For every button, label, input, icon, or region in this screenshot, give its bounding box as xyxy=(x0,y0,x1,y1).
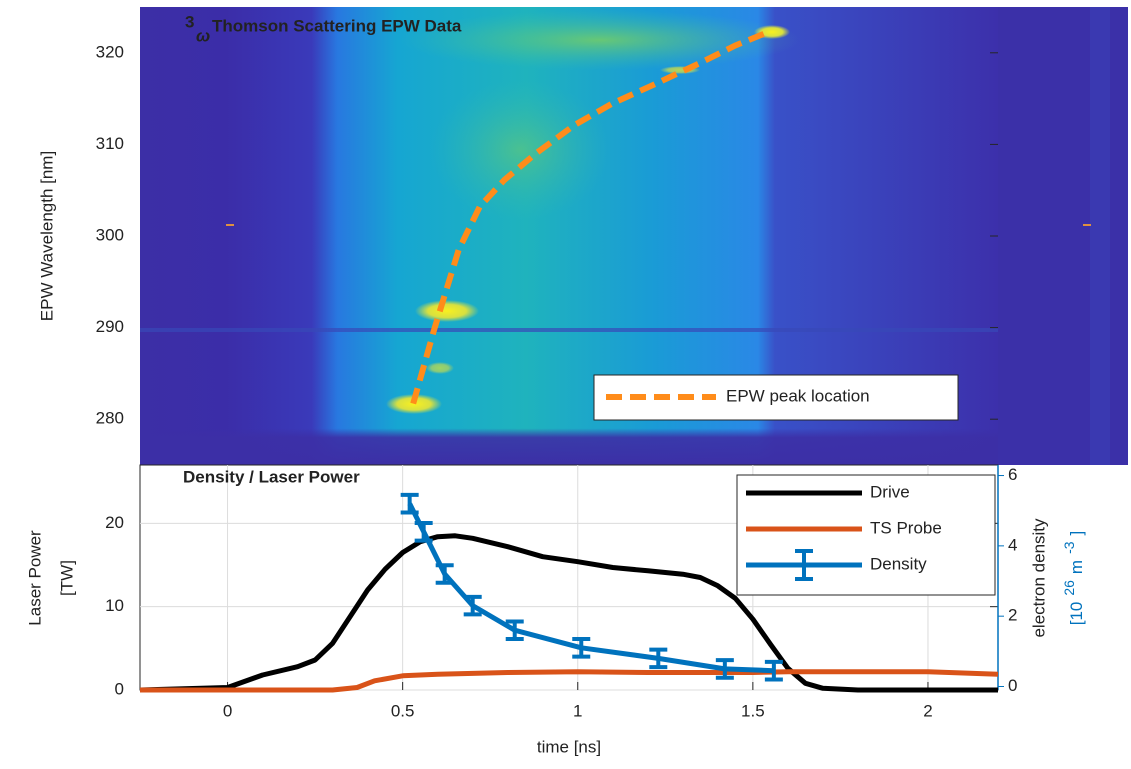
y-axis-label: EPW Wavelength [nm] xyxy=(37,151,56,321)
y2-tick-label: 4 xyxy=(1008,535,1017,554)
y2-units-part: ] xyxy=(1067,531,1086,536)
y2-tick-label: 2 xyxy=(1008,606,1017,625)
title-number: 3 xyxy=(185,12,194,31)
y-tick-label: 280 xyxy=(96,409,124,428)
x-tick-label: 1 xyxy=(573,701,582,720)
x-tick-label: 1.5 xyxy=(741,701,765,720)
chart-title: Density / Laser Power xyxy=(183,467,360,486)
legend-errorbar xyxy=(795,549,813,581)
y-axis-label: Laser Power xyxy=(25,530,44,626)
y2-units-part: [10 xyxy=(1067,602,1086,626)
y-tick-label: 290 xyxy=(96,317,124,336)
series-line xyxy=(139,533,998,693)
error-bar xyxy=(764,659,783,682)
chart-title: Thomson Scattering EPW Data xyxy=(212,16,462,35)
y-axis-label: [TW] xyxy=(57,560,76,596)
chart-layer: 280 290 300 310 320 EPW peak location 3ωThomso… xyxy=(25,12,1086,756)
y-tick-label: 0 xyxy=(115,679,124,698)
y2-units-part: m xyxy=(1067,560,1086,574)
x-axis-label: time [ns] xyxy=(537,737,601,756)
title-symbol: ω xyxy=(196,26,210,45)
y-tick-label: 10 xyxy=(105,596,124,615)
legend-label: TS Probe xyxy=(870,518,942,537)
x-tick-label: 0 xyxy=(223,701,232,720)
x-tick-label: 0.5 xyxy=(391,701,415,720)
error-bar xyxy=(649,647,668,670)
error-bar xyxy=(505,619,524,642)
legend-label: Drive xyxy=(870,482,910,501)
y2-tick-label: 6 xyxy=(1008,465,1017,484)
error-bar xyxy=(400,492,419,515)
y-tick-label: 20 xyxy=(105,513,124,532)
y2-tick-label: 0 xyxy=(1008,676,1017,695)
y-tick-label: 310 xyxy=(96,134,124,153)
y2-units-part: 26 xyxy=(1061,580,1077,596)
x-tick-label: 2 xyxy=(923,701,932,720)
error-bar xyxy=(435,563,454,585)
error-bar xyxy=(572,637,591,659)
error-bar xyxy=(463,594,482,617)
error-bar xyxy=(715,658,734,680)
legend-label: Density xyxy=(870,554,927,573)
legend-label: EPW peak location xyxy=(726,386,870,405)
error-bar xyxy=(414,521,433,543)
y2-units-part: -3 xyxy=(1061,541,1077,554)
y-tick-label: 300 xyxy=(96,225,124,244)
y-tick-label: 320 xyxy=(96,42,124,61)
series-line xyxy=(140,669,999,693)
y2-axis-label: electron density xyxy=(1029,518,1048,638)
y2-axis-units: [10 26 m -3] xyxy=(1061,531,1087,626)
series-line xyxy=(410,29,769,405)
